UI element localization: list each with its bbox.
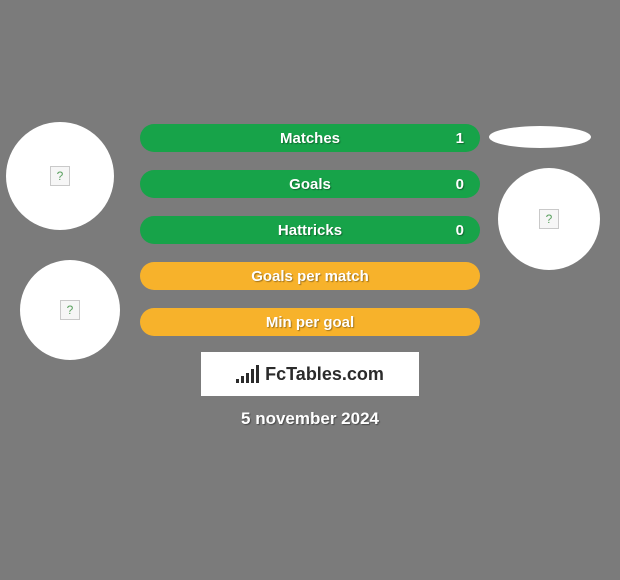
stats-container: Matches 1 Goals 0 Hattricks 0 Goals per match M… <box>140 124 480 354</box>
stat-label: Hattricks <box>278 222 342 239</box>
avatar-right: ? <box>498 168 600 270</box>
placeholder-icon: ? <box>50 166 70 186</box>
stat-value: 1 <box>456 130 464 147</box>
avatar-left-top: ? <box>6 122 114 230</box>
date-text: 5 november 2024 <box>0 409 620 429</box>
stat-value: 0 <box>456 176 464 193</box>
placeholder-icon: ? <box>60 300 80 320</box>
stat-bar: Hattricks 0 <box>140 216 480 244</box>
logo-box: FcTables.com <box>201 352 419 396</box>
stat-bar: Goals per match <box>140 262 480 290</box>
stat-bar: Matches 1 <box>140 124 480 152</box>
stat-label: Min per goal <box>266 314 354 331</box>
stat-bar: Min per goal <box>140 308 480 336</box>
stat-value: 0 <box>456 222 464 239</box>
stat-label: Goals per match <box>251 268 369 285</box>
logo-text: FcTables.com <box>265 364 384 385</box>
ellipse-shape <box>489 126 591 148</box>
logo-bars-icon <box>236 365 259 383</box>
stat-label: Matches <box>280 130 340 147</box>
placeholder-icon: ? <box>539 209 559 229</box>
avatar-left-bottom: ? <box>20 260 120 360</box>
stat-bar: Goals 0 <box>140 170 480 198</box>
stat-label: Goals <box>289 176 331 193</box>
